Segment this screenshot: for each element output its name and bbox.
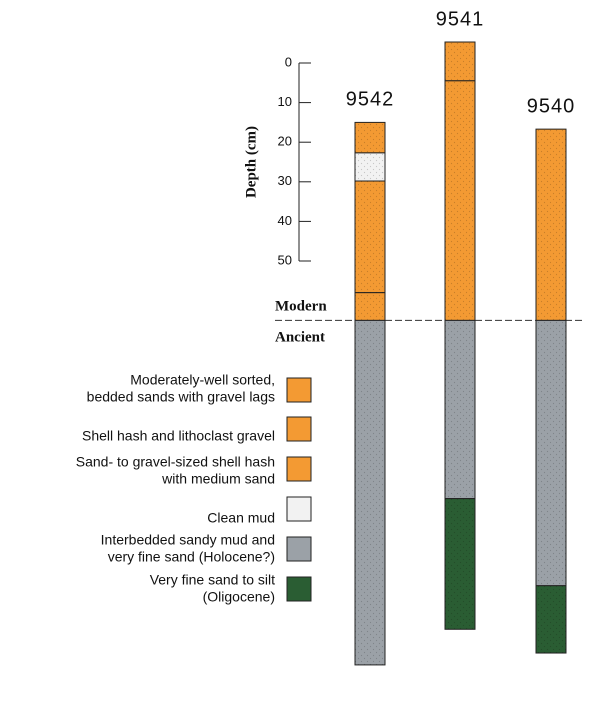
layer-texture bbox=[536, 585, 566, 654]
layer-texture bbox=[445, 498, 475, 630]
legend-swatch bbox=[286, 456, 312, 482]
layer-texture bbox=[445, 320, 475, 499]
modern-label: Modern bbox=[275, 298, 327, 314]
legend-swatch bbox=[286, 416, 312, 442]
tick-label: 50 bbox=[278, 252, 292, 267]
layer-texture bbox=[445, 42, 475, 81]
core-name: 9542 bbox=[346, 89, 395, 111]
tick-label: 10 bbox=[278, 94, 292, 109]
legend-text: Very fine sand to silt bbox=[150, 572, 275, 588]
legend-text: with medium sand bbox=[161, 471, 275, 487]
legend-swatch bbox=[286, 496, 312, 522]
layer-texture bbox=[355, 320, 385, 665]
layer-texture bbox=[445, 80, 475, 321]
legend-text: Interbedded sandy mud and bbox=[101, 532, 275, 548]
core-name: 9541 bbox=[436, 8, 485, 30]
legend-swatch bbox=[286, 576, 312, 602]
layer-texture bbox=[355, 122, 385, 153]
legend-text: (Oligocene) bbox=[203, 589, 275, 605]
axis-label: Depth (cm) bbox=[243, 126, 259, 198]
layer-texture bbox=[536, 320, 566, 586]
tick-label: 0 bbox=[285, 54, 292, 69]
legend-text: Shell hash and lithoclast gravel bbox=[82, 428, 275, 444]
layer-texture bbox=[355, 152, 385, 182]
tick-label: 30 bbox=[278, 173, 292, 188]
legend-text: Clean mud bbox=[207, 510, 275, 526]
tick-label: 40 bbox=[278, 213, 292, 228]
tick-label: 20 bbox=[278, 134, 292, 149]
ancient-label: Ancient bbox=[275, 329, 325, 345]
layer-texture bbox=[355, 292, 385, 321]
legend-text: Sand- to gravel-sized shell hash bbox=[76, 454, 275, 470]
legend-text: bedded sands with gravel lags bbox=[87, 389, 275, 405]
layer-texture bbox=[355, 181, 385, 293]
legend-swatch bbox=[286, 377, 312, 403]
core-name: 9540 bbox=[527, 95, 576, 117]
layer-texture bbox=[536, 129, 566, 321]
legend-swatch bbox=[286, 536, 312, 562]
legend-text: Moderately-well sorted, bbox=[130, 372, 275, 388]
legend-text: very fine sand (Holocene?) bbox=[108, 549, 275, 565]
